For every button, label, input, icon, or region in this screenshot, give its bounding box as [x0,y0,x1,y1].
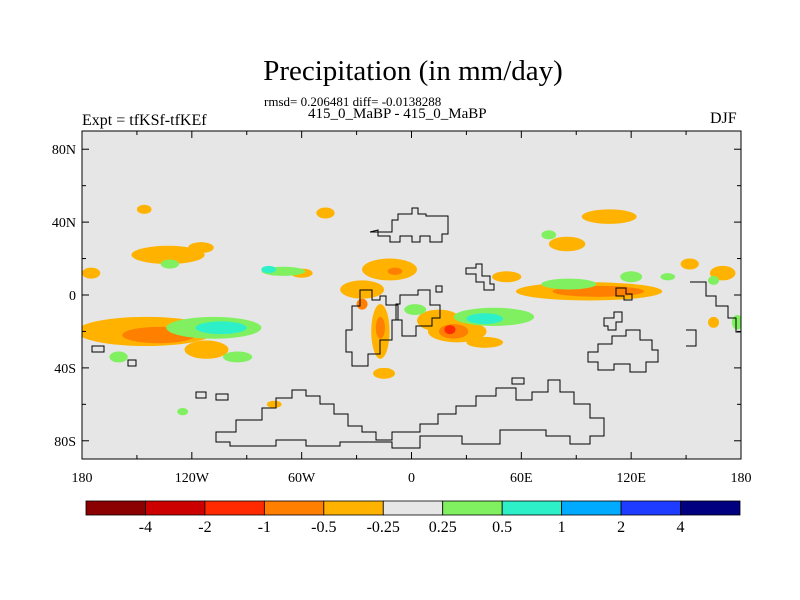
anomaly-feature-46 [373,367,396,379]
coastline-australia [587,329,659,373]
anomaly-feature-37 [541,278,597,290]
y-tick-label: 80S [54,435,76,450]
anomaly-feature-36 [222,351,253,363]
anomaly-feature-43 [160,259,180,269]
colorbar-swatch-8 [561,500,622,516]
anomaly-feature-5 [136,204,152,214]
coastline-arabia [465,263,495,291]
colorbar-swatch-9 [620,500,681,516]
anomaly-feature-4 [184,340,229,359]
colorbar-label: 4 [677,519,685,536]
colorbar-swatch-0 [85,500,146,516]
colorbar-swatch-7 [501,500,563,516]
anomaly-feature-34 [261,265,277,274]
x-tick-label: 180 [72,471,93,486]
anomaly-feature-15 [375,316,385,339]
anomaly-feature-38 [541,230,557,240]
colorbar-label: -2 [198,519,211,536]
experiment-label: Expt = tfKSf-tfKEf [82,112,207,129]
anomaly-feature-6 [131,245,205,265]
anomaly-feature-44 [266,400,282,408]
coastline-antarctica [215,379,605,449]
anomaly-feature-9 [316,207,335,219]
x-tick-label: 120W [175,471,210,486]
y-tick-label: 0 [69,289,76,304]
coastline-small-islands [91,285,525,401]
x-tick-label: 60W [288,471,316,486]
coastline-indonesia [603,311,623,331]
anomaly-feature-19 [444,325,456,335]
colorbar-swatch-2 [204,500,265,516]
anomaly-feature-3 [195,321,247,335]
anomaly-feature-12 [387,267,403,275]
x-axis: 180 120W 60W 0 60E 120E 180 [72,131,752,486]
anomaly-feature-27 [548,236,586,252]
y-tick-label: 80N [52,143,76,158]
colorbar-swatch-1 [145,500,206,516]
anomaly-feature-7 [188,242,214,254]
colorbar-swatch-4 [323,500,384,516]
colorbar: -4 -2 -1 -0.5 -0.25 0.25 0.5 1 2 4 [85,500,741,536]
colorbar-swatch-10 [680,500,741,516]
anomaly-feature-26 [581,209,637,224]
chart-title: Precipitation (in mm/day) [263,55,563,87]
y-axis: 80N 40N 0 40S 80S [52,143,741,450]
anomaly-feature-39 [620,271,643,283]
anomaly-feature-45 [177,407,189,416]
anomaly-feature-28 [492,271,522,283]
anomaly-feature-13 [356,298,368,310]
anomaly-feature-31 [82,267,101,279]
colorbar-label: 2 [617,519,625,536]
colorbar-label: -1 [258,519,271,536]
coastline-africa [395,289,441,337]
coastline-north-america [369,207,449,243]
anomaly-feature-41 [708,275,720,285]
y-tick-label: 40S [54,362,76,377]
coastline-eastern-pacific [690,281,741,333]
colorbar-swatch-6 [442,500,503,516]
x-tick-label: 180 [731,471,752,486]
colorbar-label: 0.5 [492,519,512,536]
colorbar-swatch-3 [263,500,325,516]
run-labels: 415_0_MaBP - 415_0_MaBP [308,106,487,122]
anomaly-feature-21 [404,304,427,316]
anomaly-fields [82,204,741,416]
anomaly-feature-20 [466,336,504,348]
x-tick-label: 0 [408,471,415,486]
anomaly-feature-35 [109,351,128,363]
y-tick-label: 40N [52,216,76,231]
chart-stats: rmsd= 0.206481 diff= -0.0138288 [264,94,442,109]
colorbar-label: 1 [558,519,566,536]
colorbar-label: -0.5 [311,519,336,536]
coastline-andes [686,329,697,347]
colorbar-label: 0.25 [429,519,457,536]
season-label: DJF [710,110,737,127]
x-tick-label: 60E [510,471,533,486]
anomaly-feature-23 [466,313,504,325]
colorbar-label: -0.25 [367,519,400,536]
coastlines [91,207,741,449]
colorbar-swatch-5 [382,500,444,516]
coastline-asia [615,287,633,301]
x-tick-label: 120E [616,471,646,486]
anomaly-feature-29 [680,258,699,270]
anomaly-feature-40 [660,273,676,281]
coastline-south-america [345,289,399,367]
anomaly-feature-32 [708,316,720,328]
colorbar-label: -4 [139,519,152,536]
